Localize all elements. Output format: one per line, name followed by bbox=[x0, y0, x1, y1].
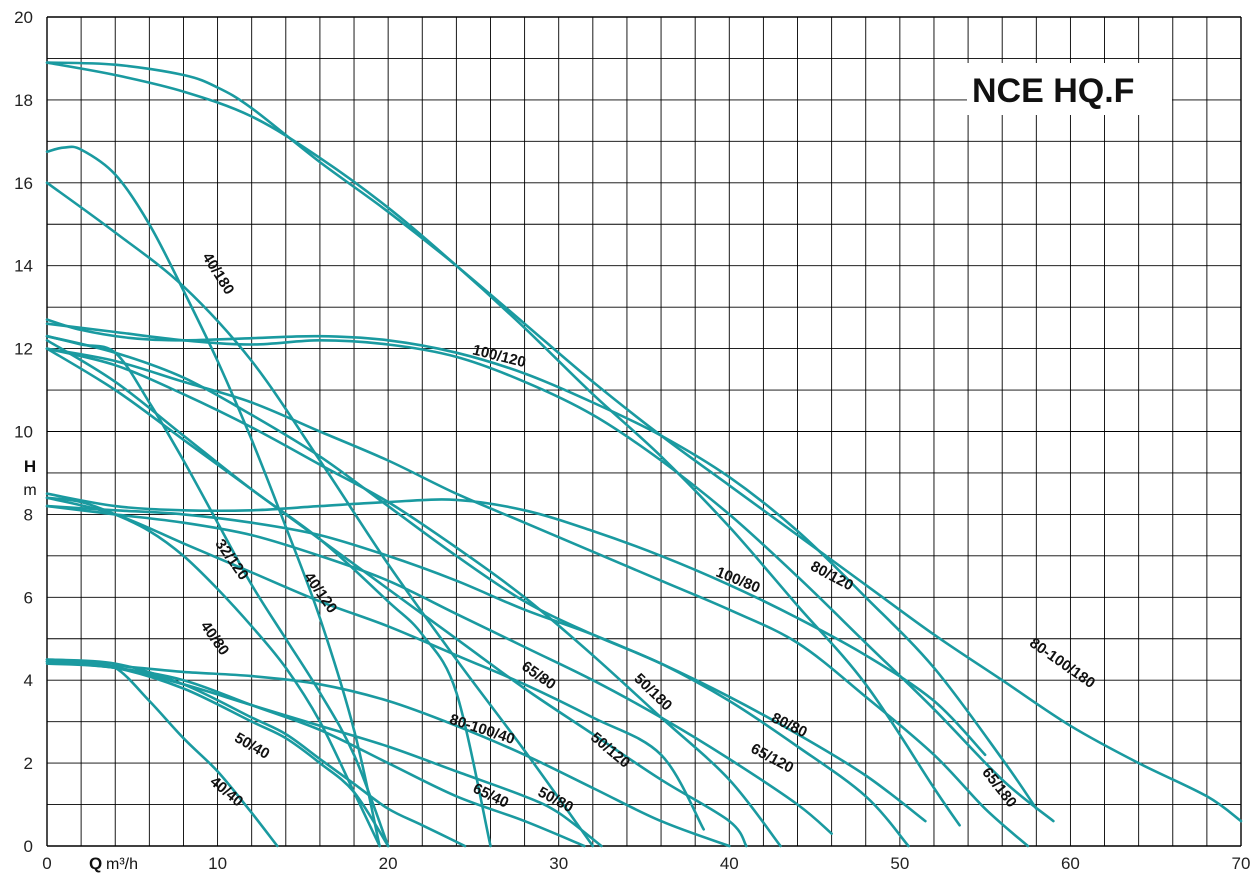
curve-40/80 bbox=[45, 496, 381, 848]
y-tick-label: 2 bbox=[24, 754, 33, 773]
y-tick-label: 12 bbox=[14, 340, 33, 359]
curve-unlabeled bbox=[45, 658, 467, 848]
x-tick-label: 0 bbox=[42, 854, 51, 873]
curves bbox=[45, 61, 1243, 848]
curve-label: 80-100/180 bbox=[1026, 634, 1098, 691]
curve-label: 80-100/40 bbox=[447, 711, 517, 748]
curve-label: 50/180 bbox=[630, 670, 675, 714]
chart-title: NCE HQ.F bbox=[972, 72, 1134, 110]
curve-32/120 bbox=[45, 334, 390, 848]
curve-label: 100/80 bbox=[714, 564, 763, 597]
curve-label: 65/120 bbox=[748, 740, 797, 777]
curve-65/120 bbox=[45, 504, 833, 835]
curve-80-100/40 bbox=[45, 660, 731, 848]
curve-label: 50/120 bbox=[587, 729, 633, 772]
x-tick-label: 70 bbox=[1232, 854, 1251, 873]
y-tick-label: 20 bbox=[14, 8, 33, 27]
curve-50/180 bbox=[45, 347, 782, 848]
y-tick-label: 4 bbox=[24, 671, 33, 690]
curve-50/120 bbox=[45, 347, 748, 848]
curve-label: 65/180 bbox=[978, 764, 1020, 811]
y-tick-label: 8 bbox=[24, 505, 33, 524]
y-axis-unit: m bbox=[23, 482, 36, 499]
x-tick-label: 30 bbox=[549, 854, 568, 873]
tick-labels: 0 2 4 6 8 10 12 14 16 18 20 0 10 20 30 40 50 60 70 bbox=[14, 8, 1250, 873]
x-tick-label: 20 bbox=[379, 854, 398, 873]
curve-unlabeled bbox=[45, 61, 961, 827]
title-box: NCE HQ.F bbox=[967, 63, 1172, 115]
curve-label: 100/120 bbox=[471, 342, 528, 372]
x-tick-label: 10 bbox=[208, 854, 227, 873]
y-axis-label: H bbox=[24, 457, 36, 476]
x-axis-label: Q bbox=[89, 854, 102, 873]
x-tick-label: 40 bbox=[720, 854, 739, 873]
curve-100/80 bbox=[45, 492, 987, 757]
curve-65/180 bbox=[45, 347, 1030, 848]
curve-40/40 bbox=[45, 658, 279, 848]
curve-65/80 bbox=[45, 496, 705, 831]
curve-80-100/180 bbox=[45, 61, 1243, 823]
curve-label: 40/180 bbox=[199, 250, 238, 298]
y-tick-label: 6 bbox=[24, 588, 33, 607]
curve-label: 80/80 bbox=[769, 709, 810, 741]
x-axis-unit: m³/h bbox=[106, 856, 138, 873]
curve-unlabeled bbox=[45, 334, 910, 848]
x-tick-label: 50 bbox=[890, 854, 909, 873]
y-tick-label: 14 bbox=[14, 257, 33, 276]
curve-80/120 bbox=[45, 322, 1055, 823]
title-background bbox=[967, 63, 1172, 115]
y-tick-label: 10 bbox=[14, 423, 33, 442]
grid-lines bbox=[46, 16, 1242, 847]
curve-40/180 bbox=[45, 145, 381, 848]
axis-titles: H m Q m³/h bbox=[23, 457, 138, 873]
curve-65/40 bbox=[45, 660, 586, 848]
curve-40/120 bbox=[45, 339, 492, 848]
y-tick-label: 0 bbox=[24, 837, 33, 856]
y-tick-label: 16 bbox=[14, 174, 33, 193]
curve-100/120 bbox=[45, 318, 1038, 810]
x-tick-label: 60 bbox=[1061, 854, 1080, 873]
curve-80/80 bbox=[45, 504, 927, 823]
y-tick-label: 18 bbox=[14, 91, 33, 110]
